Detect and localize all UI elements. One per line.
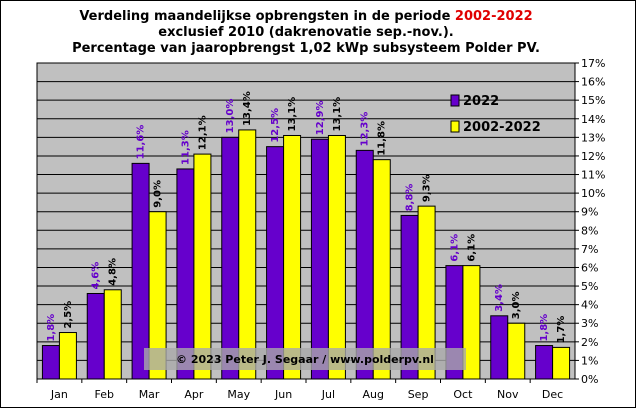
y-tick-label: 6% — [581, 261, 598, 274]
data-labels: 1,8% 2,5% 4,6% 4,8% 11,6% 9,0% 11,3% 12,1% 13,0%… — [46, 91, 567, 343]
data-label: 9,0% — [153, 180, 164, 208]
y-tick-label: 3% — [581, 317, 598, 330]
data-label: 12,5% — [270, 108, 281, 143]
y-tick-label: 7% — [581, 243, 598, 256]
y-tick-label: 2% — [581, 336, 598, 349]
y-tick-label: 12% — [581, 150, 605, 163]
x-tick-label: Nov — [497, 388, 519, 401]
y-tick-label: 11% — [581, 169, 605, 182]
chart-title-line1: Verdeling maandelijkse opbrengsten in de… — [79, 9, 532, 24]
gridlines — [37, 81, 575, 361]
x-tick-label: May — [227, 388, 250, 401]
data-label: 4,6% — [91, 262, 102, 290]
x-tick-label: Jun — [274, 388, 292, 401]
bar-2002-2022-Jun — [283, 134, 302, 380]
plot-area — [36, 62, 576, 380]
data-label: 3,0% — [511, 292, 522, 320]
bar-2002-2022-May — [238, 129, 257, 380]
bar-2022-Nov — [490, 315, 509, 380]
copyright-banner — [144, 348, 466, 370]
y-tick-label: 8% — [581, 224, 598, 237]
data-label: 13,1% — [287, 97, 298, 132]
data-label: 3,4% — [494, 284, 505, 312]
copyright-text: © 2023 Peter J. Segaar / www.polderpv.nl — [176, 353, 434, 366]
data-label: 9,3% — [422, 174, 433, 202]
data-label: 13,4% — [242, 91, 253, 126]
bar-2002-2022-Nov — [507, 322, 526, 380]
y-tick-label: 10% — [581, 187, 605, 200]
x-tick-label: Jan — [50, 388, 68, 401]
chart-title-line2: exclusief 2010 (dakrenovatie sep.-nov.). — [158, 25, 453, 40]
data-label: 4,8% — [108, 258, 119, 286]
x-tick-label: Jul — [321, 388, 335, 401]
x-axis-ticks: Jan Feb Mar Apr May Jun Jul Aug Sep Oct Nov Dec — [36, 379, 563, 401]
bar-2022-Feb — [86, 292, 105, 380]
bar-2022-Jan — [41, 345, 60, 380]
bar-2022-Mar — [131, 162, 150, 380]
bar-2022-May — [221, 136, 240, 380]
data-label: 11,8% — [377, 121, 388, 156]
bar-2002-2022-Jul — [327, 134, 346, 380]
data-label: 12,1% — [197, 115, 208, 150]
y-tick-label: 4% — [581, 299, 598, 312]
y-tick-label: 9% — [581, 206, 598, 219]
x-tick-label: Oct — [453, 388, 473, 401]
data-label: 11,6% — [136, 125, 147, 160]
y-tick-label: 0% — [581, 373, 598, 386]
bar-2022-Dec — [535, 345, 554, 380]
legend-label-2002-2022: 2002-2022 — [463, 120, 541, 135]
bar-2022-Apr — [176, 168, 195, 380]
bar-2022-Jul — [310, 138, 329, 380]
x-tick-label: Dec — [542, 388, 563, 401]
chart-title-line3: Percentage van jaaropbrengst 1,02 kWp su… — [72, 41, 540, 56]
x-tick-label: Sep — [408, 388, 429, 401]
y-tick-label: 1% — [581, 354, 598, 367]
legend-swatch-2022 — [450, 94, 460, 107]
bar-2002-2022-Aug — [372, 159, 391, 380]
x-tick-label: Aug — [363, 388, 384, 401]
bar-2022-Jun — [266, 146, 285, 380]
data-label: 12,3% — [360, 112, 371, 147]
bar-2002-2022-Oct — [462, 265, 481, 380]
bar-2002-2022-Sep — [417, 205, 436, 380]
y-tick-label: 5% — [581, 280, 598, 293]
data-label: 6,1% — [466, 234, 477, 262]
legend-label-2022: 2022 — [463, 94, 499, 109]
data-label: 8,8% — [405, 184, 416, 212]
chart-title-period: 2002-2022 — [455, 9, 533, 24]
bar-2002-2022-Dec — [552, 346, 571, 380]
y-axis-ticks: 0% 1% 2% 3% 4% 5% 6% 7% 8% 9% 10% 11% 12% 13% 14% 15% 16… — [575, 57, 605, 386]
y-tick-label: 13% — [581, 131, 605, 144]
legend-swatch-2002-2022 — [450, 120, 460, 133]
y-tick-label: 14% — [581, 113, 605, 126]
data-label: 2,5% — [63, 301, 74, 329]
data-label: 12,9% — [315, 101, 326, 136]
bar-2002-2022-Apr — [193, 153, 212, 380]
data-label: 11,3% — [180, 130, 191, 165]
bar-2022-Aug — [355, 149, 374, 380]
data-label: 13,0% — [225, 99, 236, 134]
bars — [41, 129, 571, 380]
bar-2002-2022-Feb — [103, 289, 122, 380]
y-tick-label: 16% — [581, 76, 605, 89]
data-label: 1,8% — [539, 314, 550, 342]
legend: 2022 2002-2022 — [450, 94, 541, 135]
data-label: 6,1% — [449, 234, 460, 262]
data-label: 1,7% — [556, 316, 567, 344]
data-label: 13,1% — [332, 97, 343, 132]
x-tick-label: Mar — [139, 388, 160, 401]
x-tick-label: Feb — [95, 388, 114, 401]
bar-2002-2022-Jan — [58, 332, 77, 380]
y-tick-label: 15% — [581, 94, 605, 107]
x-tick-label: Apr — [184, 388, 204, 401]
bar-2002-2022-Mar — [148, 211, 167, 380]
y-tick-label: 17% — [581, 57, 605, 70]
data-label: 1,8% — [46, 314, 57, 342]
